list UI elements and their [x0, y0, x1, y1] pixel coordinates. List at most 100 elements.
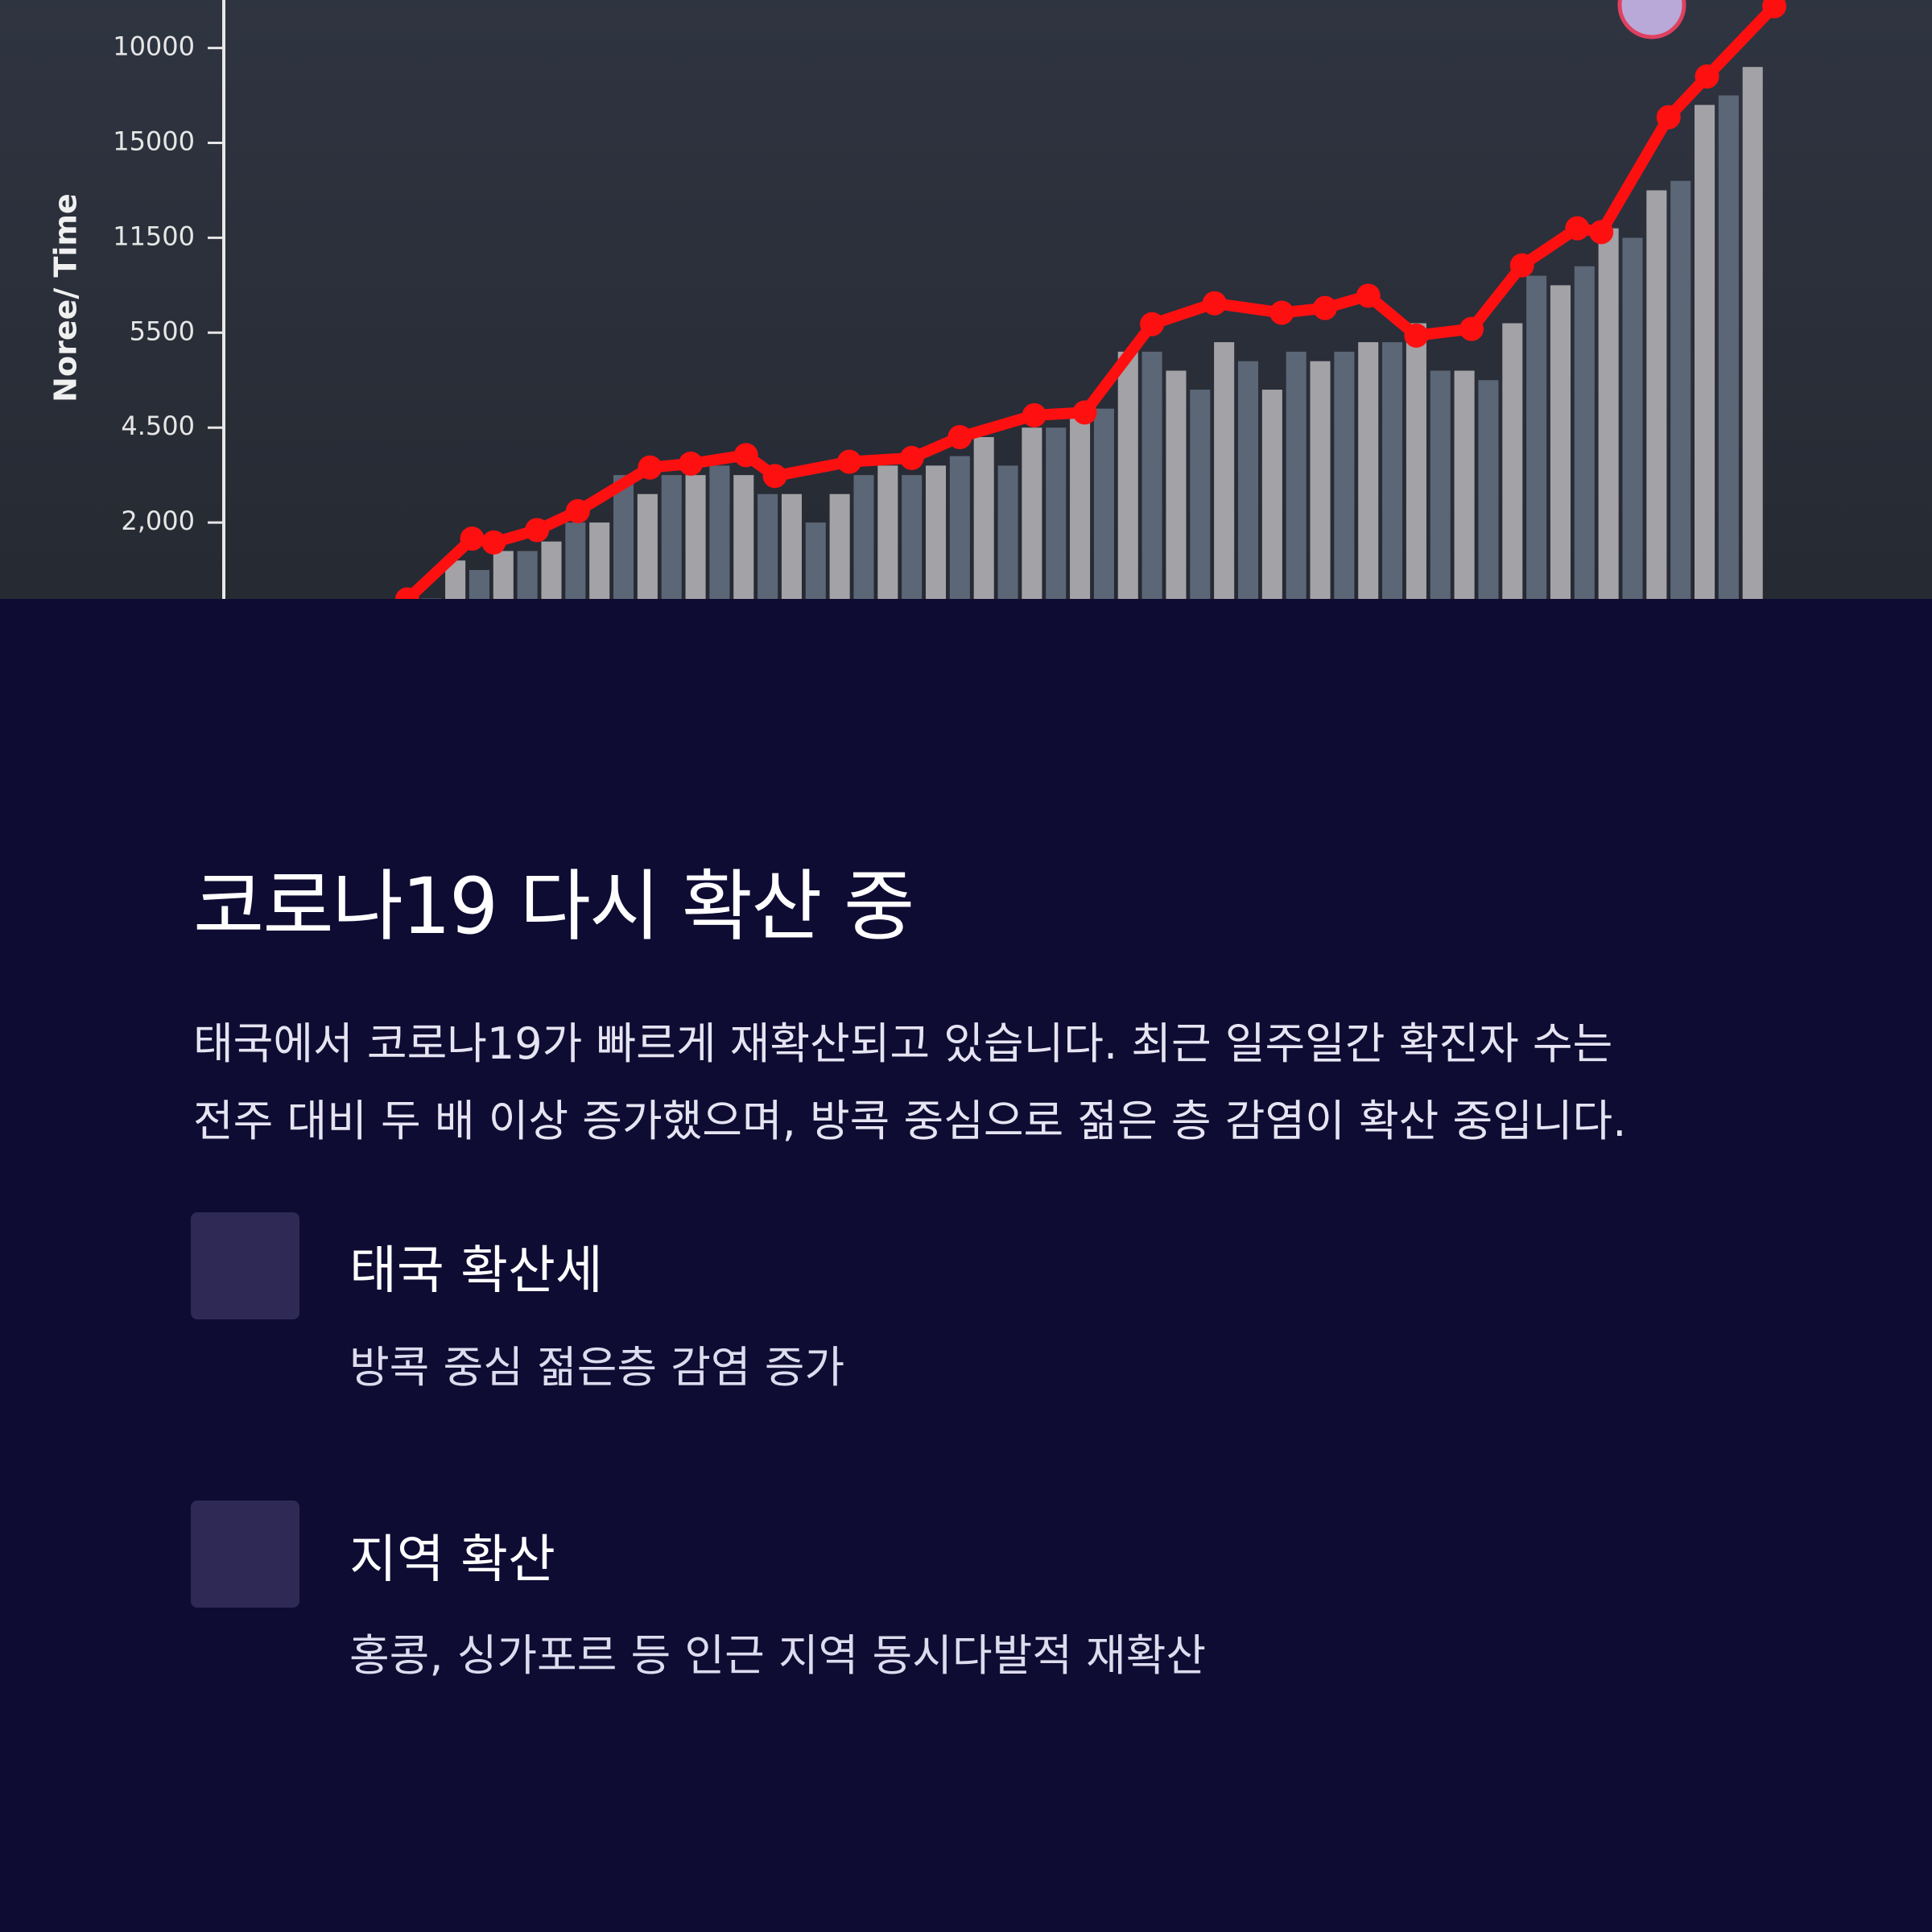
bar	[1286, 351, 1307, 599]
bar	[781, 493, 802, 599]
y-tick-label: 11500	[113, 221, 195, 251]
item-icon	[191, 1212, 299, 1319]
trend-point	[733, 443, 758, 468]
bar	[877, 465, 898, 599]
bar	[1237, 361, 1259, 599]
bar	[1598, 228, 1619, 599]
y-tick-label: 4.500	[121, 411, 195, 441]
bar	[1454, 370, 1475, 599]
bar	[949, 456, 970, 599]
bar	[1574, 266, 1595, 599]
trend-point	[1269, 300, 1294, 325]
item-icon	[191, 1501, 299, 1608]
y-tick-label: 10000	[113, 31, 195, 62]
bar	[469, 570, 489, 599]
bar	[613, 475, 634, 599]
y-tick-label: 2,000	[121, 506, 195, 536]
bar	[1070, 418, 1091, 599]
bar	[1670, 180, 1691, 599]
bar	[1046, 427, 1067, 599]
card-title: 코로나19 다시 확산 중	[193, 861, 914, 952]
bar	[1310, 361, 1331, 599]
bar	[1214, 342, 1235, 599]
bar	[973, 436, 994, 599]
bar	[829, 493, 850, 599]
card: 코로나19 다시 확산 중 태국에서 코로나19가 빠르게 재확산되고 있습니다…	[0, 599, 1932, 1932]
chart: Noree/ Time 2,000 4.500 5500 11500 15000 1000…	[0, 0, 1932, 599]
bar	[517, 551, 538, 599]
bar	[925, 465, 947, 599]
bar	[1358, 342, 1379, 599]
bar	[685, 475, 706, 599]
trend-point	[1565, 216, 1590, 241]
bar	[1742, 67, 1763, 599]
bar	[709, 465, 730, 599]
bar	[1622, 237, 1643, 599]
bar	[1718, 95, 1739, 599]
bar	[1334, 351, 1355, 599]
trend-point	[1656, 105, 1681, 130]
bar	[1382, 342, 1403, 599]
trend-point	[899, 445, 924, 470]
bar	[541, 541, 562, 599]
bar	[1261, 390, 1282, 599]
bar	[902, 475, 923, 599]
trend-point	[638, 455, 663, 480]
trend-point	[947, 424, 972, 449]
bar	[1430, 370, 1451, 599]
y-axis-label: Noree/ Time	[48, 193, 84, 402]
bar	[421, 598, 442, 599]
bar	[1646, 190, 1667, 599]
bar	[1478, 380, 1499, 599]
trend-point	[1695, 64, 1719, 89]
trend-point	[762, 464, 787, 489]
trend-point	[1140, 312, 1165, 336]
bar	[1406, 323, 1426, 599]
bar	[733, 475, 754, 599]
bar	[661, 475, 682, 599]
bar	[1117, 351, 1138, 599]
bar	[1550, 285, 1571, 599]
y-tick-label: 15000	[113, 126, 195, 157]
trend-point	[1459, 316, 1484, 341]
bar	[1141, 351, 1162, 599]
trend-point	[1589, 220, 1614, 245]
bar	[637, 493, 658, 599]
y-tick-label: 5500	[130, 316, 195, 346]
bar	[1502, 323, 1523, 599]
bar	[1526, 275, 1547, 599]
trend-point	[679, 452, 704, 477]
bar	[758, 493, 778, 599]
bar	[1190, 390, 1211, 599]
item-title: 지역 확산	[349, 1530, 555, 1590]
trend-point	[525, 518, 550, 543]
bar	[1695, 105, 1715, 599]
bar	[997, 465, 1018, 599]
trend-point	[394, 587, 419, 599]
trend-point	[460, 526, 485, 551]
bar	[853, 475, 874, 599]
trend-point	[565, 498, 590, 523]
trend-point	[837, 449, 862, 474]
bar	[493, 551, 514, 599]
virus-icon	[1617, 0, 1686, 39]
item-title: 태국 확산세	[349, 1241, 603, 1301]
trend-point	[1356, 283, 1381, 308]
trend-point	[1404, 323, 1429, 348]
trend-point	[1509, 253, 1534, 278]
item-text: 홍콩, 싱가포르 등 인근 지역 동시다발적 재확산	[349, 1630, 1207, 1681]
trend-point	[1202, 291, 1227, 316]
bar	[565, 522, 586, 599]
trend-point	[1072, 400, 1097, 425]
bar	[589, 522, 610, 599]
trend-point	[481, 530, 506, 555]
bar	[1022, 427, 1042, 599]
trend-point	[1762, 0, 1787, 19]
description-line: 전주 대비 두 배 이상 증가했으며, 방콕 중심으로 젊은 층 감염이 확산 …	[193, 1096, 1627, 1146]
item-text: 방콕 중심 젊은층 감염 증가	[349, 1342, 845, 1393]
bar	[805, 522, 826, 599]
bar	[1166, 370, 1187, 599]
description-line: 태국에서 코로나19가 빠르게 재확산되고 있습니다. 최근 일주일간 확진자 …	[193, 1018, 1613, 1069]
trend-point	[1312, 295, 1337, 320]
